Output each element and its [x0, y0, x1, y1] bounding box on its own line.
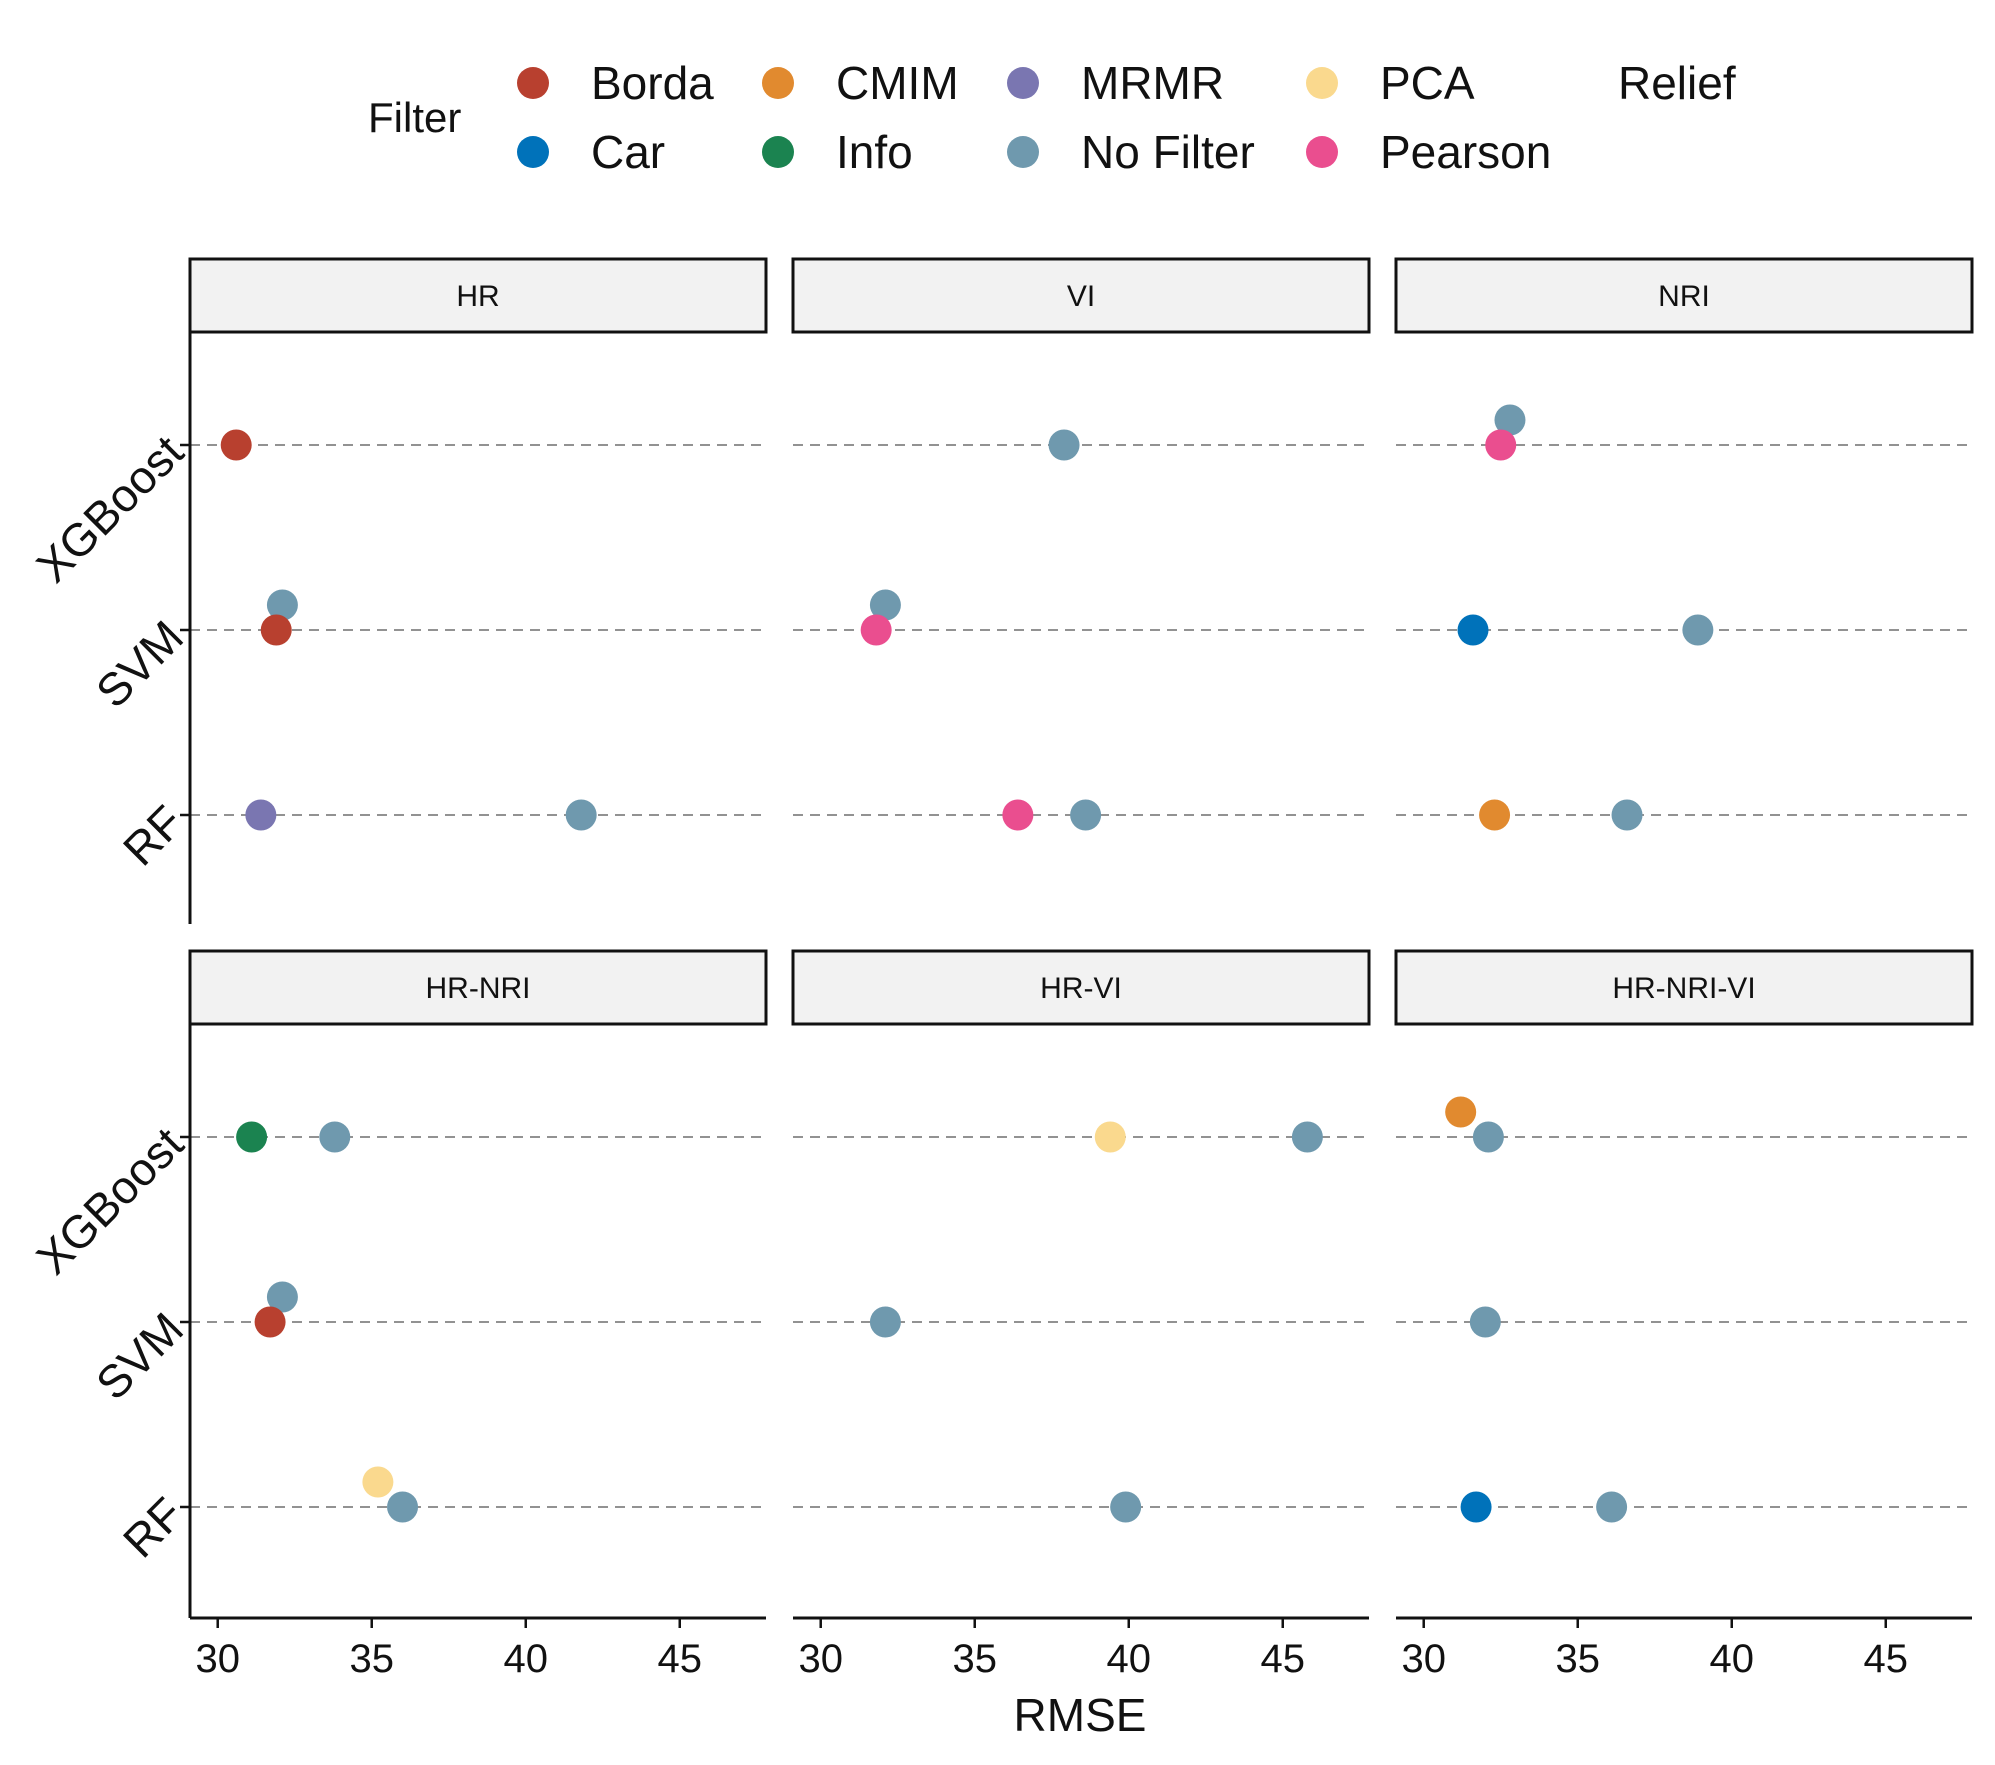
legend-label: Relief: [1618, 57, 1736, 109]
legend-label: MRMR: [1081, 57, 1224, 109]
data-point: [260, 614, 292, 646]
panel: VI: [791, 257, 1371, 831]
data-point: [1596, 1491, 1628, 1523]
y-tick-label: RF: [113, 795, 193, 875]
panel-title: HR-VI: [1040, 972, 1122, 1005]
x-tick-label: 30: [1401, 1637, 1446, 1681]
legend-swatch: [1007, 136, 1039, 168]
x-tick-label: 40: [503, 1637, 548, 1681]
legend-item: Pearson: [1306, 126, 1551, 178]
y-tick-label: XGBoost: [26, 1117, 193, 1284]
panel-strip: [791, 949, 1371, 1026]
legend-item: MRMR: [1007, 57, 1224, 109]
data-point: [869, 1306, 901, 1338]
data-point: [1611, 799, 1643, 831]
panel-strip: [791, 257, 1371, 334]
x-tick-label: 35: [349, 1637, 394, 1681]
legend-item: No Filter: [1007, 126, 1255, 178]
legend-swatch: [1007, 67, 1039, 99]
data-point: [565, 799, 597, 831]
legend-label: Info: [836, 126, 913, 178]
x-tick-label: 30: [195, 1637, 240, 1681]
x-tick-label: 40: [1709, 1637, 1754, 1681]
legend-swatch: [1306, 67, 1338, 99]
panel-strip: [188, 949, 768, 1026]
y-tick-label: SVM: [86, 610, 193, 717]
x-tick-label: 40: [1106, 1637, 1151, 1681]
legend-label: Borda: [591, 57, 714, 109]
panel: NRI: [1394, 257, 1974, 831]
data-point: [319, 1121, 351, 1153]
legend-label: No Filter: [1081, 126, 1255, 178]
legend-item: PCA: [1306, 57, 1475, 109]
panel-title: HR: [456, 280, 499, 313]
data-point: [1070, 799, 1102, 831]
data-point: [1094, 1121, 1126, 1153]
legend-item: Borda: [517, 57, 714, 109]
data-point: [860, 614, 892, 646]
data-point: [1469, 1306, 1501, 1338]
legend-swatch: [762, 67, 794, 99]
legend-swatch: [517, 136, 549, 168]
panels: HR XGBoost SVM RF VI NRI HR-NRI 30 35 40 45 XGBoost…: [26, 257, 1974, 1681]
x-tick-label: 35: [1555, 1637, 1600, 1681]
x-tick-label: 30: [798, 1637, 843, 1681]
panel-strip: [1394, 257, 1974, 334]
y-tick-label: XGBoost: [26, 425, 193, 592]
legend-swatch: [517, 67, 549, 99]
data-point: [236, 1121, 268, 1153]
legend-title: Filter: [368, 94, 461, 141]
data-point: [1494, 404, 1526, 436]
data-point: [254, 1306, 286, 1338]
data-point: [1485, 429, 1517, 461]
data-point: [1110, 1491, 1142, 1523]
data-point: [1457, 614, 1489, 646]
x-axis-title: RMSE: [1014, 1689, 1147, 1741]
data-point: [1479, 799, 1511, 831]
legend: Filter Borda CMIM MRMR PCA Relief Car Info No F…: [368, 57, 1736, 178]
data-point: [1291, 1121, 1323, 1153]
panel: HR-NRI-VI 30 35 40 45: [1394, 949, 1974, 1681]
panel: HR XGBoost SVM RF: [26, 257, 768, 924]
legend-label: PCA: [1380, 57, 1475, 109]
panel-title: VI: [1067, 280, 1095, 313]
legend-item: CMIM: [762, 57, 959, 109]
x-tick-label: 45: [658, 1637, 703, 1681]
panel-title: NRI: [1658, 280, 1710, 313]
panel-title: HR-NRI-VI: [1612, 972, 1755, 1005]
data-point: [362, 1466, 394, 1498]
legend-swatch: [1306, 136, 1338, 168]
legend-label: Pearson: [1380, 126, 1551, 178]
data-point: [266, 589, 298, 621]
legend-label: CMIM: [836, 57, 959, 109]
data-point: [1460, 1491, 1492, 1523]
panel: HR-NRI 30 35 40 45 XGBoost SVM RF: [26, 949, 768, 1681]
data-point: [245, 799, 277, 831]
data-point: [1472, 1121, 1504, 1153]
y-tick-label: SVM: [86, 1302, 193, 1409]
legend-item: Relief: [1618, 57, 1736, 109]
data-point: [1002, 799, 1034, 831]
x-tick-label: 35: [952, 1637, 997, 1681]
panel-strip: [1394, 949, 1974, 1026]
data-point: [220, 429, 252, 461]
legend-label: Car: [591, 126, 665, 178]
legend-item: Car: [517, 126, 665, 178]
x-tick-label: 45: [1864, 1637, 1909, 1681]
panel: HR-VI 30 35 40 45: [791, 949, 1371, 1681]
legend-swatch: [762, 136, 794, 168]
panel-strip: [188, 257, 768, 334]
data-point: [1445, 1096, 1477, 1128]
data-point: [266, 1281, 298, 1313]
legend-item: Info: [762, 126, 913, 178]
data-point: [387, 1491, 419, 1523]
y-tick-label: RF: [113, 1487, 193, 1567]
panel-title: HR-NRI: [426, 972, 531, 1005]
data-point: [1048, 429, 1080, 461]
data-point: [869, 589, 901, 621]
x-tick-label: 45: [1261, 1637, 1306, 1681]
data-point: [1682, 614, 1714, 646]
